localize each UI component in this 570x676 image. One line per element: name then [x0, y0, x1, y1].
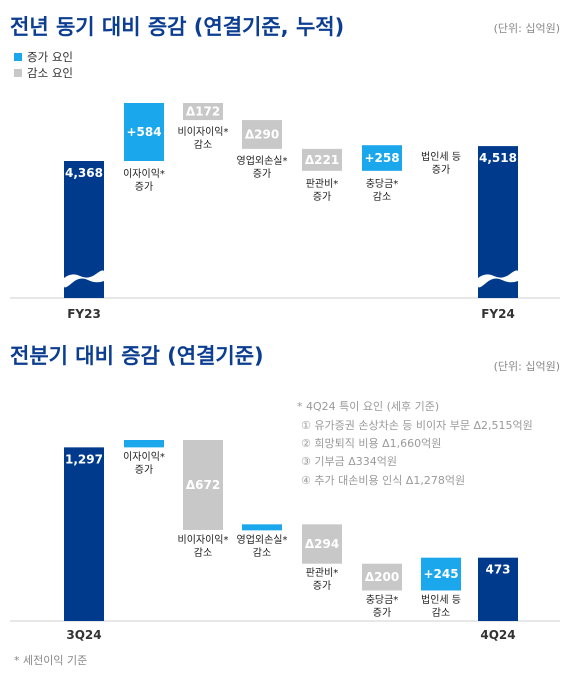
- cat-provisions-line2: 감소: [373, 191, 391, 203]
- chart1-title: 전년 동기 대비 증감 (연결기준, 누적): [10, 15, 344, 39]
- axis-break-fy24: [478, 270, 518, 288]
- value-label-fy23: 4,368: [65, 166, 103, 180]
- value-label-q-non-interest-income: Δ672: [186, 478, 220, 492]
- chart2-notes: * 4Q24 특이 요인 (세후 기준) ① 유가증권 손상차손 등 비이자 부…: [297, 400, 533, 487]
- bar-q-interest-income: [124, 440, 164, 448]
- value-label-non-interest-income: Δ172: [186, 105, 220, 119]
- bar-sga: [302, 148, 342, 171]
- period-label-4q24: 4Q24: [480, 628, 515, 642]
- cat-sga-line1: 판관비*: [306, 178, 339, 190]
- bar-q-non-interest-income: [183, 440, 223, 530]
- period-label-3q24: 3Q24: [66, 628, 101, 642]
- period-label-fy24: FY24: [481, 307, 515, 321]
- cat-q-non-operating-loss-line2: 감소: [253, 547, 271, 559]
- value-label-income-tax: Δ9: [432, 130, 450, 144]
- cat-non-interest-income-line2: 감소: [194, 139, 212, 151]
- legend-decrease-swatch: [14, 69, 22, 77]
- axis-break-fy23: [64, 270, 104, 288]
- cat-q-sga-line2: 증가: [313, 580, 331, 592]
- chart2-bars: [64, 440, 518, 621]
- bar-q-non-operating-loss: [242, 524, 282, 531]
- chart1-value-labels: 4,368 +584 Δ172 Δ290 Δ221 +258 Δ9 4,518: [65, 105, 517, 180]
- value-label-4q24: 473: [485, 563, 510, 577]
- bar-non-interest-income: [183, 103, 223, 121]
- cat-q-non-operating-loss-line1: 영업외손실*: [237, 533, 288, 546]
- cat-q-provisions-line1: 충당금*: [366, 594, 399, 606]
- cat-q-interest-income-line2: 증가: [135, 464, 153, 476]
- note-0: * 4Q24 특이 요인 (세후 기준): [297, 400, 439, 413]
- footnote: * 세전이익 기준: [14, 654, 87, 667]
- cat-q-income-tax-line2: 감소: [432, 607, 450, 619]
- bar-q-provisions: [362, 563, 402, 591]
- value-label-q-sga: Δ294: [305, 537, 339, 551]
- chart2-title: 전분기 대비 증감 (연결기준): [10, 344, 264, 368]
- chart1-unit: (단위: 십억원): [494, 22, 560, 35]
- value-label-interest-income: +584: [126, 125, 161, 139]
- value-label-q-non-operating-loss: +42: [249, 508, 276, 522]
- period-label-fy23: FY23: [67, 307, 101, 321]
- cat-sga-line2: 증가: [313, 191, 331, 203]
- value-label-fy24: 4,518: [479, 151, 517, 165]
- value-label-q-provisions: Δ200: [365, 570, 399, 584]
- chart2-category-labels: 이자이익* 증가 비이자이익* 감소 영업외손실* 감소 판관비* 증가 충당금…: [123, 451, 461, 619]
- cat-income-tax-line1: 법인세 등: [421, 151, 461, 163]
- cat-income-tax-line2: 증가: [432, 164, 450, 176]
- note-4: ④ 추가 대손비용 인식 Δ1,278억원: [301, 474, 465, 487]
- chart1-bars: [64, 103, 518, 298]
- value-label-3q24: 1,297: [65, 452, 103, 466]
- cat-non-operating-loss-line1: 영업외손실*: [237, 154, 288, 167]
- cat-q-non-interest-income-line1: 비이자이익*: [178, 534, 229, 546]
- bar-fy24: [478, 146, 518, 298]
- chart2-value-labels: 1,297 +55 Δ672 +42 Δ294 Δ200 +245 473: [65, 424, 511, 584]
- value-label-non-operating-loss: Δ290: [245, 127, 279, 141]
- bar-q-income-tax: [421, 557, 461, 591]
- cat-q-interest-income-line1: 이자이익*: [123, 451, 165, 463]
- chart2-unit: (단위: 십억원): [494, 360, 560, 373]
- legend-increase-swatch: [14, 53, 22, 61]
- bar-4q24: [478, 557, 518, 621]
- cat-interest-income-line2: 증가: [135, 181, 153, 193]
- value-label-provisions: +258: [364, 151, 399, 165]
- cat-q-provisions-line2: 증가: [373, 607, 391, 619]
- cat-non-interest-income-line1: 비이자이익*: [178, 126, 229, 138]
- value-label-sga: Δ221: [305, 153, 339, 167]
- bar-non-operating-loss: [242, 120, 282, 149]
- note-2: ② 희망퇴직 비용 Δ1,660억원: [301, 437, 441, 450]
- cat-provisions-line1: 충당금*: [366, 178, 399, 190]
- cat-non-operating-loss-line2: 증가: [253, 168, 271, 180]
- value-label-q-interest-income: +55: [131, 424, 158, 438]
- value-label-q-income-tax: +245: [423, 567, 458, 581]
- chart1-category-labels: 이자이익* 증가 비이자이익* 감소 영업외손실* 증가 판관비* 증가 충당금…: [123, 126, 461, 203]
- legend-increase-label: 증가 요인: [27, 50, 73, 64]
- bar-3q24: [64, 447, 104, 621]
- cat-interest-income-line1: 이자이익*: [123, 168, 165, 180]
- cat-q-non-interest-income-line2: 감소: [194, 547, 212, 559]
- cat-q-sga-line1: 판관비*: [306, 567, 339, 579]
- note-1: ① 유가증권 손상차손 등 비이자 부문 Δ2,515억원: [301, 419, 533, 432]
- bar-q-sga: [302, 524, 342, 564]
- cat-q-income-tax-line1: 법인세 등: [421, 594, 461, 606]
- legend-decrease-label: 감소 요인: [27, 66, 73, 80]
- bar-interest-income: [124, 103, 164, 161]
- note-3: ③ 기부금 Δ334억원: [301, 455, 397, 468]
- bar-provisions: [362, 145, 402, 171]
